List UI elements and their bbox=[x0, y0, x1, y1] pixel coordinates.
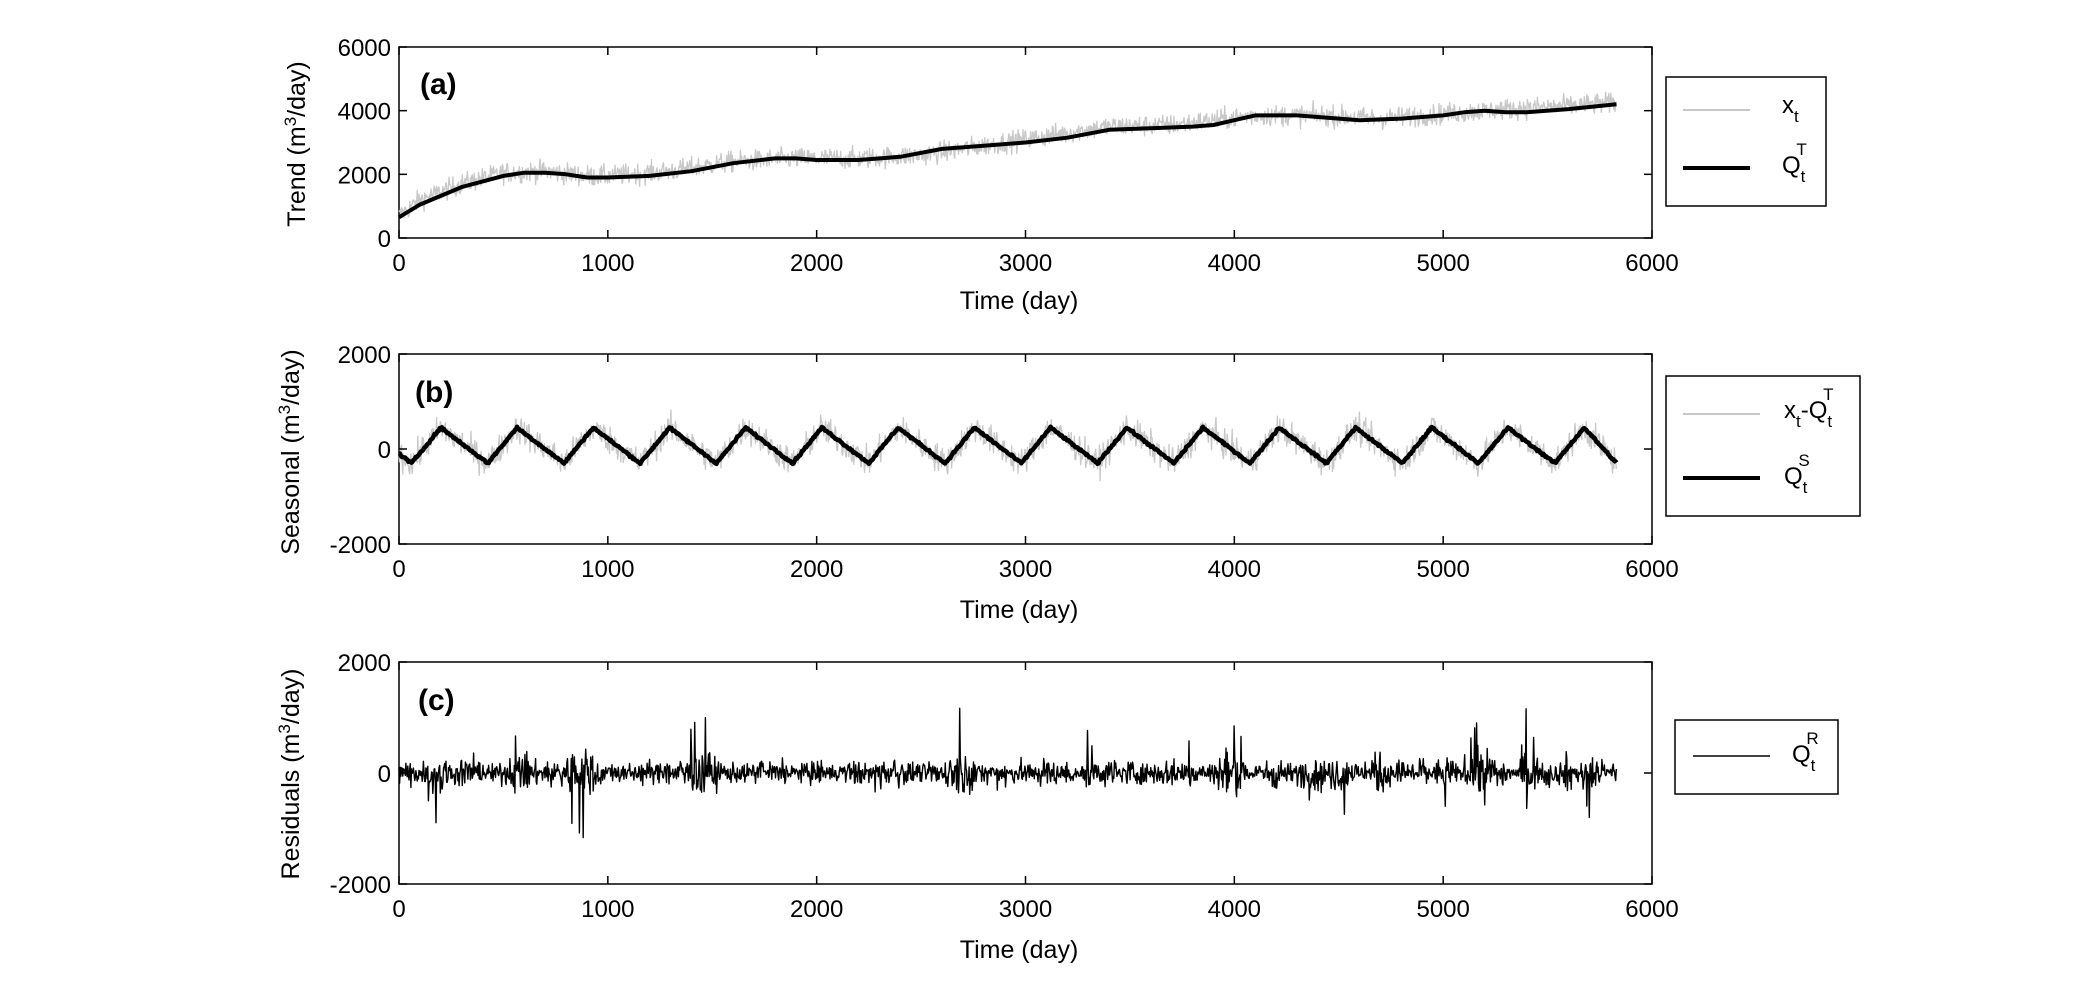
panel-a: 0 1000 2000 3000 4000 5000 6000 0200040006000 … bbox=[281, 35, 1827, 315]
seasonal-series-q-t-S bbox=[397, 424, 1619, 467]
x-tick-label: 1000 bbox=[581, 896, 634, 923]
x-axis-label-a: Time (day) bbox=[960, 287, 1079, 315]
y-axis-label-c: Residuals (m3/day) bbox=[275, 669, 305, 880]
x-tick-label: 0 bbox=[392, 250, 405, 277]
y-tick-label: -2000 bbox=[330, 532, 391, 559]
x-tick-label: 4000 bbox=[1208, 896, 1261, 923]
x-tick-label: 2000 bbox=[790, 896, 843, 923]
x-ticks-c: 0 1000 2000 3000 4000 5000 6000 bbox=[392, 662, 1679, 923]
legend-box-a bbox=[1665, 76, 1827, 207]
legend-a: xt QtT bbox=[1665, 76, 1827, 207]
y-axis-label-a: Trend (m3/day) bbox=[281, 61, 311, 227]
x-tick-label: 4000 bbox=[1208, 250, 1261, 277]
panel-label-b: (b) bbox=[415, 376, 453, 409]
legend-label-q-t-S: QtS bbox=[1784, 451, 1810, 497]
y-tick-label: 0 bbox=[378, 437, 391, 464]
residual-series-q-t-R bbox=[398, 707, 1617, 839]
x-tick-label: 0 bbox=[392, 896, 405, 923]
x-ticks-a: 0 1000 2000 3000 4000 5000 6000 bbox=[392, 47, 1679, 277]
legend-box-c bbox=[1674, 719, 1839, 795]
legend-b: xt-QtT QtS bbox=[1665, 375, 1861, 517]
trend-series-q-t-T bbox=[397, 102, 1617, 220]
legend-box-b bbox=[1665, 375, 1861, 517]
x-tick-label: 1000 bbox=[581, 250, 634, 277]
detrended-series-x-t-minus-q-t-T bbox=[398, 409, 1617, 482]
x-tick-label: 0 bbox=[392, 556, 405, 583]
y-ticks-a: 0 2000 4000 6000 bbox=[338, 35, 1652, 253]
y-axis-label-b: Seasonal (m3/day) bbox=[275, 349, 305, 554]
legend-label-q-t-R: QtR bbox=[1792, 729, 1819, 775]
x-tick-label: 6000 bbox=[1625, 896, 1678, 923]
y-tick-label: 2000 bbox=[338, 650, 391, 677]
x-tick-label: 6000 bbox=[1625, 556, 1678, 583]
x-axis-label-b: Time (day) bbox=[960, 596, 1079, 624]
y-tick-label: 0 bbox=[378, 761, 391, 788]
y-tick-label: 2000 bbox=[338, 162, 391, 189]
x-tick-label: 3000 bbox=[999, 896, 1052, 923]
legend-label-x-t-minus-q-t-T: xt-QtT bbox=[1784, 385, 1834, 431]
series-line-q-t-r bbox=[398, 707, 1617, 839]
panel-label-a: (a) bbox=[420, 68, 457, 101]
x-tick-label: 2000 bbox=[790, 250, 843, 277]
x-tick-label: 5000 bbox=[1416, 556, 1469, 583]
y-tick-label: 2000 bbox=[338, 342, 391, 369]
series-line-q-t-s bbox=[397, 424, 1619, 467]
legend-c: QtR bbox=[1674, 719, 1839, 795]
x-ticks-b: 0 1000 2000 3000 4000 5000 6000 bbox=[392, 354, 1679, 583]
x-tick-label: 2000 bbox=[790, 556, 843, 583]
y-ticks-b: -2000 0 2000 bbox=[330, 342, 1652, 559]
legend-label-x-t: xt bbox=[1782, 92, 1799, 126]
series-line-x-t-q-t-t bbox=[398, 409, 1617, 482]
x-tick-label: 3000 bbox=[999, 556, 1052, 583]
x-tick-label: 5000 bbox=[1416, 896, 1469, 923]
x-tick-label: 4000 bbox=[1208, 556, 1261, 583]
x-tick-label: 6000 bbox=[1625, 250, 1678, 277]
series-line-q-t-t bbox=[397, 102, 1617, 220]
legend-label-q-t-T: QtT bbox=[1782, 140, 1807, 186]
y-tick-label: 0 bbox=[378, 226, 391, 253]
x-tick-label: 5000 bbox=[1416, 250, 1469, 277]
panel-label-c: (c) bbox=[418, 684, 455, 717]
y-tick-label: 4000 bbox=[338, 99, 391, 126]
x-axis-label-c: Time (day) bbox=[960, 936, 1079, 964]
y-tick-label: 6000 bbox=[338, 35, 391, 62]
y-tick-label: -2000 bbox=[330, 872, 391, 899]
y-ticks-c: -2000 0 2000 bbox=[330, 650, 1652, 899]
x-tick-label: 1000 bbox=[581, 556, 634, 583]
x-tick-label: 3000 bbox=[999, 250, 1052, 277]
